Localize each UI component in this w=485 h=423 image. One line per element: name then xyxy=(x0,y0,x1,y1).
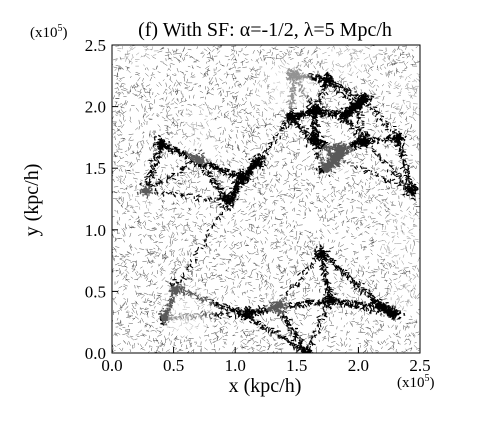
x-tick-label: 0.5 xyxy=(163,356,184,375)
y-scale-note: (x105) xyxy=(30,23,68,41)
y-tick-label: 1.5 xyxy=(85,159,106,178)
x-axis: 0.0 0.5 1.0 1.5 2.0 2.5 xyxy=(101,347,431,375)
x-tick-label: 0.0 xyxy=(101,356,122,375)
x-scale-note-close: ) xyxy=(430,375,435,391)
x-tick-label: 1.5 xyxy=(286,356,307,375)
y-tick-label: 2.0 xyxy=(85,98,106,117)
y-axis: 0.0 0.5 1.0 1.5 2.0 2.5 xyxy=(85,36,118,363)
y-scale-note-close: ) xyxy=(63,25,68,41)
x-scale-note: (x105) xyxy=(397,373,435,391)
figure-title: (f) With SF: α=-1/2, λ=5 Mpc/h xyxy=(138,19,392,41)
particle-distribution-image xyxy=(112,45,420,353)
x-tick-label: 2.5 xyxy=(409,356,430,375)
plot-frame xyxy=(111,44,421,354)
y-scale-note-base: (x10 xyxy=(30,25,58,41)
y-tick-label: 0.0 xyxy=(85,344,106,363)
x-axis-label: x (kpc/h) xyxy=(229,375,302,397)
x-tick-label: 1.0 xyxy=(225,356,246,375)
y-tick-label: 1.0 xyxy=(85,221,106,240)
y-scale-note-exponent: 5 xyxy=(58,23,63,34)
y-tick-label: 0.5 xyxy=(85,282,106,301)
x-scale-note-base: (x10 xyxy=(397,375,425,391)
y-tick-label: 2.5 xyxy=(85,36,106,55)
x-tick-label: 2.0 xyxy=(348,356,369,375)
y-axis-label: y (kpc/h) xyxy=(21,164,43,237)
x-scale-note-exponent: 5 xyxy=(425,373,430,384)
